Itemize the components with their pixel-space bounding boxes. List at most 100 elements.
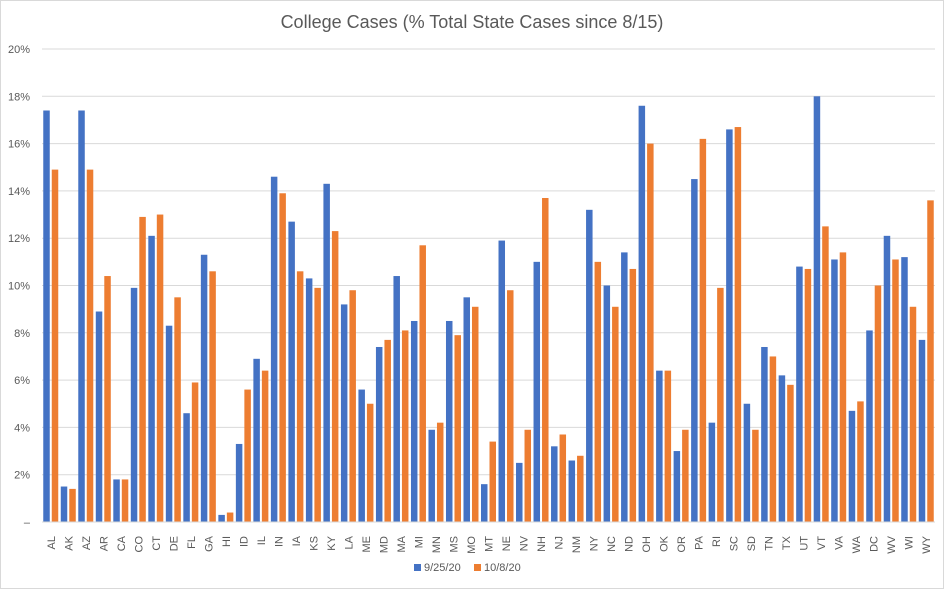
bar-hi-series2 bbox=[226, 512, 234, 522]
x-tick-label: OH bbox=[641, 536, 653, 553]
bar-ma-series1 bbox=[393, 276, 400, 522]
bar-ut-series1 bbox=[796, 266, 803, 522]
bar-az-series1 bbox=[78, 110, 85, 523]
bar-wy-series1 bbox=[918, 339, 926, 522]
bar-nv-series2 bbox=[524, 429, 532, 522]
bar-ri-series1 bbox=[708, 422, 716, 522]
bar-mi-series2 bbox=[419, 245, 426, 523]
x-tick-label: TX bbox=[781, 535, 793, 550]
x-tick-label: AR bbox=[98, 536, 110, 551]
x-tick-label: WI bbox=[904, 536, 916, 549]
bar-vt-series2 bbox=[822, 226, 829, 522]
bar-ia-series2 bbox=[296, 271, 304, 522]
bar-ok-series2 bbox=[664, 370, 672, 522]
x-tick-label: NM bbox=[571, 536, 583, 553]
x-tick-label: WV bbox=[886, 535, 898, 553]
bar-mt-series2 bbox=[489, 441, 496, 522]
x-tick-label: KY bbox=[326, 535, 338, 550]
legend: 9/25/20 10/8/20 bbox=[414, 562, 521, 574]
x-tick-label: DC bbox=[869, 536, 881, 552]
bar-al-series2 bbox=[51, 169, 59, 523]
x-tick-label: FL bbox=[186, 536, 198, 549]
bar-ma-series2 bbox=[401, 330, 409, 522]
x-tick-label: CT bbox=[151, 536, 163, 551]
bar-ca-series1 bbox=[113, 479, 120, 522]
bar-co-series2 bbox=[139, 216, 146, 523]
bar-fl-series2 bbox=[191, 382, 199, 522]
bar-in-series2 bbox=[279, 193, 286, 522]
x-tick-label: RI bbox=[711, 536, 723, 547]
bar-nd-series1 bbox=[621, 252, 628, 522]
x-tick-label: WY bbox=[921, 535, 933, 553]
bar-fl-series1 bbox=[183, 413, 190, 522]
bar-mn-series2 bbox=[436, 422, 444, 522]
bar-ne-series1 bbox=[498, 240, 506, 522]
bar-ok-series1 bbox=[656, 370, 663, 522]
bar-id-series1 bbox=[235, 443, 243, 522]
bar-ar-series1 bbox=[95, 311, 103, 522]
bar-ct-series2 bbox=[156, 214, 164, 523]
y-tick-label: – bbox=[24, 517, 31, 529]
bar-tn-series1 bbox=[761, 346, 768, 522]
x-tick-label: NJ bbox=[554, 536, 566, 549]
bar-nc-series1 bbox=[603, 285, 611, 522]
bar-de-series1 bbox=[165, 325, 173, 522]
bar-oh-series1 bbox=[638, 105, 646, 522]
bar-wi-series2 bbox=[909, 306, 917, 522]
x-tick-label: NC bbox=[606, 536, 618, 552]
bar-nj-series2 bbox=[559, 434, 567, 522]
bar-in-series1 bbox=[270, 176, 278, 522]
bar-oh-series2 bbox=[647, 143, 654, 522]
x-tick-label: HI bbox=[221, 536, 233, 547]
x-tick-label: NY bbox=[589, 535, 601, 551]
bar-ct-series1 bbox=[148, 235, 155, 522]
y-tick-label: 2% bbox=[14, 470, 30, 482]
bar-nc-series2 bbox=[612, 306, 619, 522]
bar-nh-series2 bbox=[542, 197, 549, 522]
x-tick-label: MT bbox=[484, 536, 496, 552]
x-tick-label: ID bbox=[238, 536, 250, 547]
y-tick-label: 16% bbox=[8, 139, 30, 151]
y-tick-label: 10% bbox=[8, 281, 30, 293]
bar-ks-series2 bbox=[314, 287, 321, 522]
bar-or-series1 bbox=[673, 451, 681, 522]
chart-title: College Cases (% Total State Cases since… bbox=[281, 12, 664, 32]
bar-tx-series2 bbox=[787, 384, 794, 522]
y-tick-label: 4% bbox=[14, 422, 30, 434]
bar-il-series1 bbox=[253, 358, 260, 522]
y-tick-label: 6% bbox=[14, 375, 30, 387]
x-tick-label: IA bbox=[291, 535, 303, 546]
x-tick-label: SD bbox=[746, 536, 758, 551]
bar-wa-series1 bbox=[848, 410, 856, 522]
x-tick-label: OK bbox=[659, 535, 671, 552]
bar-ak-series2 bbox=[69, 488, 76, 522]
x-tick-label: MN bbox=[431, 536, 443, 553]
y-axis-ticks: – 2% 4% 6% 8% 10% 12% 14% 16% 18% 20% bbox=[8, 44, 31, 529]
bar-vt-series1 bbox=[813, 96, 821, 523]
bar-ny-series2 bbox=[594, 261, 602, 522]
y-tick-label: 20% bbox=[8, 44, 30, 56]
gridlines bbox=[42, 48, 935, 476]
bar-ms-series2 bbox=[454, 335, 461, 522]
bar-va-series1 bbox=[831, 259, 838, 522]
x-tick-label: VA bbox=[834, 535, 846, 550]
bar-nh-series1 bbox=[533, 261, 541, 522]
bar-mi-series1 bbox=[410, 320, 418, 522]
legend-swatch bbox=[474, 564, 481, 571]
x-tick-label: AL bbox=[46, 536, 58, 549]
bar-va-series2 bbox=[839, 252, 847, 522]
bar-il-series2 bbox=[261, 370, 269, 522]
bar-sc-series2 bbox=[734, 127, 742, 523]
bar-md-series2 bbox=[384, 339, 391, 522]
bar-id-series2 bbox=[244, 389, 251, 522]
bar-ny-series1 bbox=[586, 209, 593, 522]
bar-mo-series2 bbox=[471, 306, 479, 522]
bar-sd-series2 bbox=[752, 429, 759, 522]
x-tick-label: CO bbox=[133, 536, 145, 553]
x-tick-label: AK bbox=[63, 535, 75, 550]
x-tick-label: IL bbox=[256, 536, 268, 545]
bar-sc-series1 bbox=[726, 129, 733, 522]
bar-ut-series2 bbox=[804, 268, 812, 522]
bar-tn-series2 bbox=[769, 356, 777, 522]
